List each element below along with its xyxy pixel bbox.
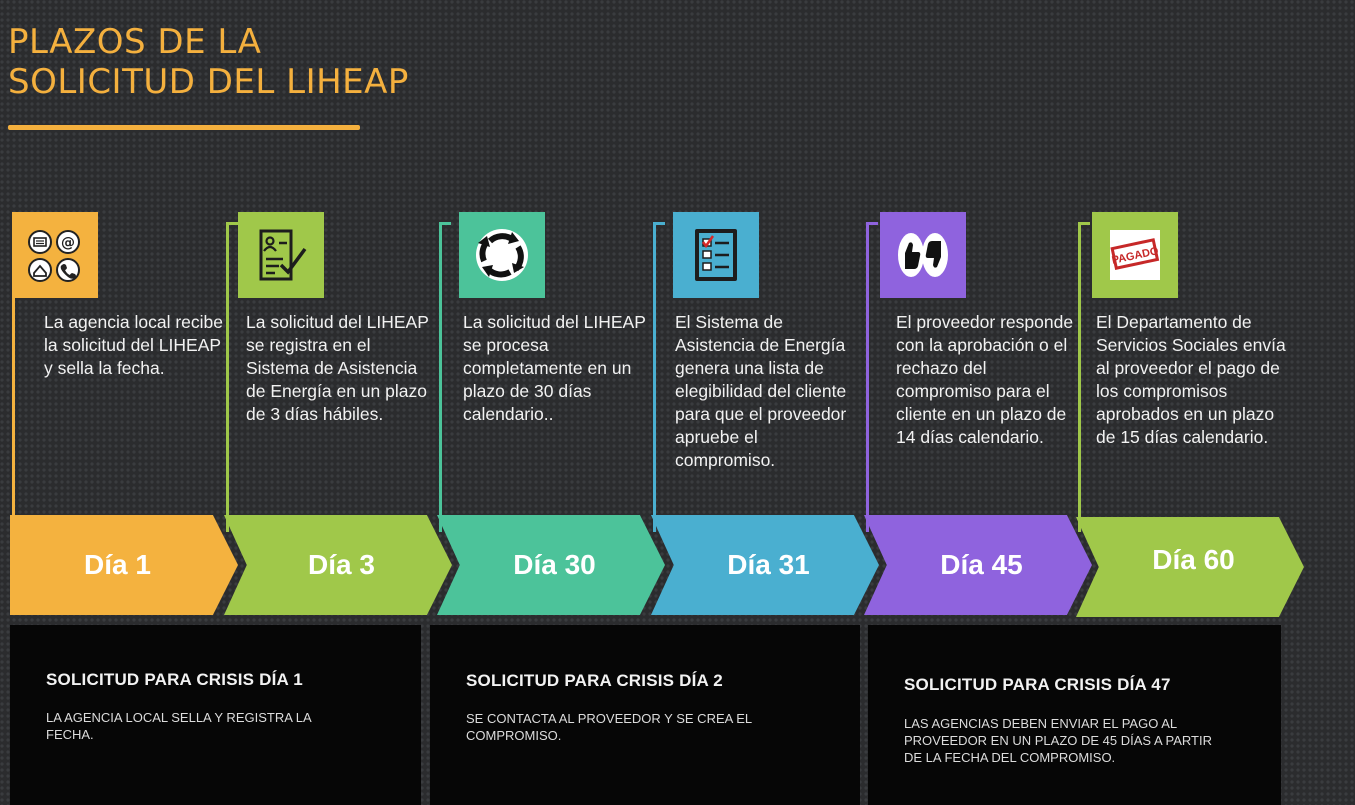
step-icon-box — [459, 212, 545, 298]
crisis-card-title: SOLICITUD PARA CRISIS DÍA 2 — [466, 671, 723, 690]
timeline-step-day-60: PAGADO El Departamento de Servicios Soci… — [1076, 210, 1306, 617]
day-label: Día 31 — [727, 549, 810, 580]
crisis-card-text: Se contacta al proveedor y se crea el co… — [466, 711, 752, 743]
crisis-card-title: SOLICITUD PARA CRISIS DÍA 1 — [46, 670, 303, 689]
day-label: Día 3 — [308, 549, 375, 580]
step-connector — [653, 222, 665, 532]
crisis-card-day-2: SOLICITUD PARA CRISIS DÍA 2 Se contacta … — [430, 625, 860, 805]
crisis-card-day-47: SOLICITUD PARA CRISIS DÍA 47 Las agencia… — [868, 625, 1281, 805]
day-arrow — [651, 515, 879, 615]
step-icon-box — [673, 212, 759, 298]
day-arrow — [864, 515, 1092, 615]
step-icon-box — [880, 212, 966, 298]
step-description: El Sistema de Asistencia de Energía gene… — [675, 312, 847, 470]
contact-icons: @ — [28, 230, 80, 282]
slide-title: PLAZOS DE LA SOLICITUD DEL LIHEAP — [8, 22, 409, 102]
crisis-card-text: Las agencias deben enviar el pago al pro… — [904, 716, 1212, 765]
thumbs-up-down-icon — [898, 233, 948, 277]
timeline-step-day-31: El Sistema de Asistencia de Energía gene… — [651, 210, 881, 616]
step-icon-box: @ — [12, 212, 98, 298]
step-connector — [866, 222, 878, 532]
timeline-step-day-1: @ La agencia local recibe la solicitud d… — [10, 210, 240, 616]
crisis-card-text: La agencia local sella y registra la fec… — [46, 710, 311, 742]
crisis-card-day-1: SOLICITUD PARA CRISIS DÍA 1 La agencia l… — [10, 625, 421, 805]
step-description: La solicitud del LIHEAP se registra en e… — [246, 312, 429, 424]
processing-cycle-icon — [476, 229, 528, 281]
timeline-step-day-30: La solicitud del LIHEAP se procesa compl… — [437, 210, 667, 616]
day-label: Día 1 — [84, 549, 151, 580]
day-arrow — [1076, 517, 1304, 617]
step-icon-box: PAGADO — [1092, 212, 1178, 298]
day-arrow — [10, 515, 238, 615]
title-underline — [8, 125, 360, 130]
day-label: Día 30 — [513, 549, 596, 580]
day-arrow — [437, 515, 665, 615]
timeline-step-day-45: El proveedor responde con la aprobación … — [864, 210, 1094, 616]
checklist-icon — [695, 229, 737, 281]
step-description: La solicitud del LIHEAP se procesa compl… — [463, 312, 646, 424]
step-connector — [226, 222, 238, 532]
paid-stamp-icon: PAGADO — [1110, 230, 1160, 280]
step-connector — [439, 222, 451, 532]
day-label: Día 45 — [940, 549, 1023, 580]
svg-text:@: @ — [61, 235, 75, 251]
crisis-card-title: SOLICITUD PARA CRISIS DÍA 47 — [904, 675, 1171, 694]
step-connector — [1078, 222, 1090, 532]
day-label: Día 60 — [1152, 544, 1235, 575]
title-line-2: SOLICITUD DEL LIHEAP — [8, 62, 409, 102]
step-icon-box — [238, 212, 324, 298]
day-arrow — [224, 515, 452, 615]
title-line-1: PLAZOS DE LA — [8, 22, 262, 62]
step-description: La agencia local recibe la solicitud del… — [44, 312, 224, 378]
step-description: El proveedor responde con la aprobación … — [896, 312, 1074, 447]
step-description: El Departamento de Servicios Sociales en… — [1096, 312, 1286, 447]
timeline-step-day-3: La solicitud del LIHEAP se registra en e… — [224, 210, 454, 616]
application-form-icon — [259, 229, 307, 281]
